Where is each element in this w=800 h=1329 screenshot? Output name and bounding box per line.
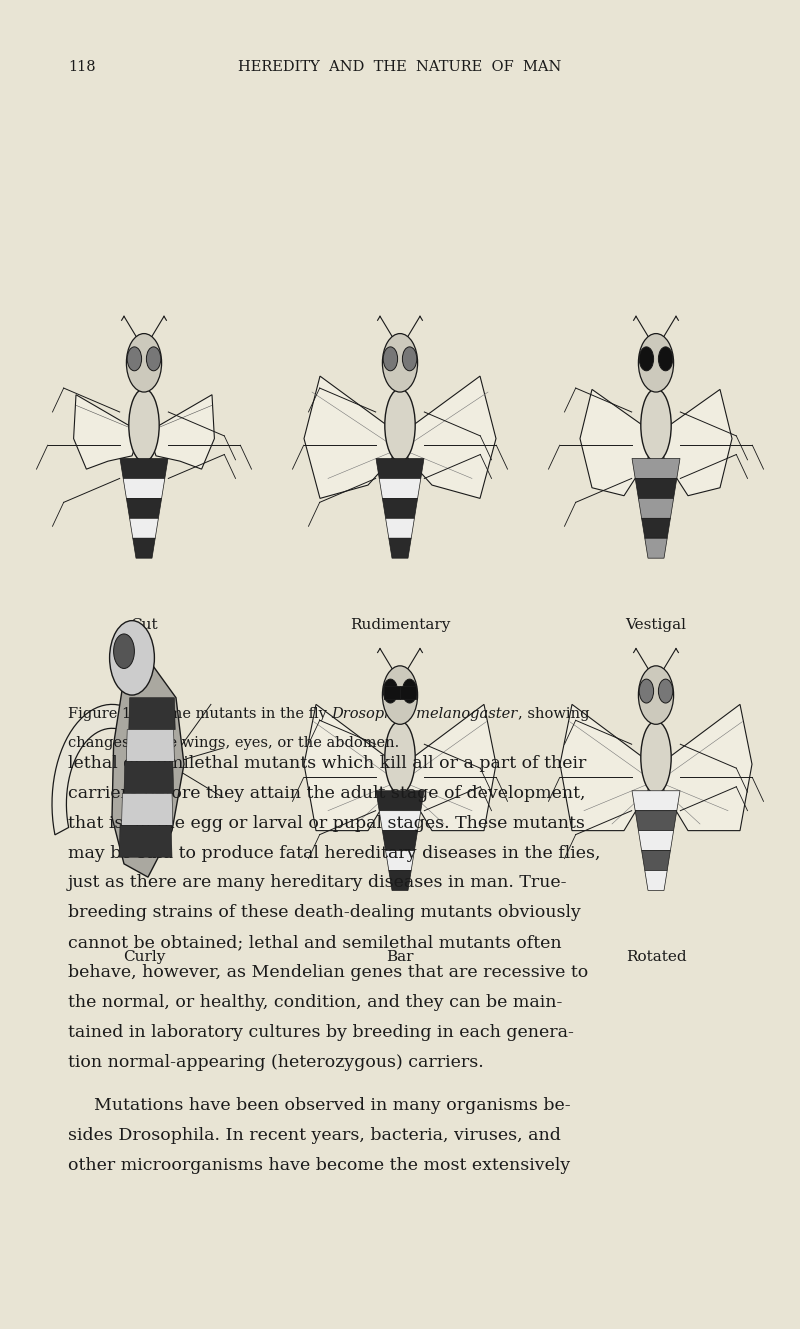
Text: Mutations have been observed in many organisms be-: Mutations have been observed in many org… xyxy=(94,1098,571,1114)
Polygon shape xyxy=(52,704,172,835)
Text: the normal, or healthy, condition, and they can be main-: the normal, or healthy, condition, and t… xyxy=(68,994,562,1011)
Polygon shape xyxy=(376,791,424,811)
Polygon shape xyxy=(580,389,652,496)
FancyBboxPatch shape xyxy=(384,686,400,699)
Polygon shape xyxy=(129,698,175,730)
Text: Rotated: Rotated xyxy=(626,950,686,965)
Text: HEREDITY  AND  THE  NATURE  OF  MAN: HEREDITY AND THE NATURE OF MAN xyxy=(238,60,562,74)
Text: lethal or semilethal mutants which kill all or a part of their: lethal or semilethal mutants which kill … xyxy=(68,755,586,772)
Text: tion normal-appearing (heterozygous) carriers.: tion normal-appearing (heterozygous) car… xyxy=(68,1054,484,1071)
Circle shape xyxy=(126,334,162,392)
Polygon shape xyxy=(660,704,752,831)
Polygon shape xyxy=(304,376,396,498)
Polygon shape xyxy=(389,870,411,890)
Text: Figure 15. Some mutants in the fly: Figure 15. Some mutants in the fly xyxy=(68,707,331,722)
Circle shape xyxy=(639,679,654,703)
Circle shape xyxy=(638,666,674,724)
Circle shape xyxy=(382,334,418,392)
Text: may be said to produce fatal hereditary diseases in the flies,: may be said to produce fatal hereditary … xyxy=(68,845,601,861)
Polygon shape xyxy=(74,395,140,469)
Ellipse shape xyxy=(129,388,159,462)
Polygon shape xyxy=(404,376,496,498)
Circle shape xyxy=(382,666,418,724)
Polygon shape xyxy=(126,730,174,762)
Polygon shape xyxy=(645,538,667,558)
Ellipse shape xyxy=(641,388,671,462)
Circle shape xyxy=(402,679,417,703)
Text: breeding strains of these death-dealing mutants obviously: breeding strains of these death-dealing … xyxy=(68,904,581,921)
Polygon shape xyxy=(642,518,670,538)
Text: cannot be obtained; lethal and semilethal mutants often: cannot be obtained; lethal and semiletha… xyxy=(68,934,562,952)
Polygon shape xyxy=(386,518,414,538)
Polygon shape xyxy=(148,395,214,469)
Polygon shape xyxy=(379,811,421,831)
Polygon shape xyxy=(632,459,680,478)
Polygon shape xyxy=(642,851,670,870)
Polygon shape xyxy=(120,459,168,478)
Polygon shape xyxy=(386,851,414,870)
Text: tained in laboratory cultures by breeding in each genera-: tained in laboratory cultures by breedin… xyxy=(68,1023,574,1041)
Circle shape xyxy=(402,347,417,371)
Text: Bar: Bar xyxy=(386,950,414,965)
Text: Rudimentary: Rudimentary xyxy=(350,618,450,633)
Polygon shape xyxy=(638,498,674,518)
Text: Cut: Cut xyxy=(130,618,158,633)
Polygon shape xyxy=(304,704,396,831)
Circle shape xyxy=(114,634,134,668)
Circle shape xyxy=(127,347,142,371)
Polygon shape xyxy=(660,389,732,496)
Text: Drosophila melanogaster: Drosophila melanogaster xyxy=(331,707,518,722)
Polygon shape xyxy=(126,498,162,518)
Polygon shape xyxy=(635,811,677,831)
Circle shape xyxy=(639,347,654,371)
Polygon shape xyxy=(404,704,496,831)
Text: other microorganisms have become the most extensively: other microorganisms have become the mos… xyxy=(68,1156,570,1174)
Circle shape xyxy=(638,334,674,392)
Text: 118: 118 xyxy=(68,60,96,74)
Circle shape xyxy=(110,621,154,695)
Circle shape xyxy=(383,679,398,703)
Polygon shape xyxy=(389,538,411,558)
Circle shape xyxy=(658,347,673,371)
Circle shape xyxy=(146,347,161,371)
Polygon shape xyxy=(632,791,680,811)
Ellipse shape xyxy=(641,720,671,795)
Polygon shape xyxy=(133,538,155,558)
Text: that is, in the egg or larval or pupal stages. These mutants: that is, in the egg or larval or pupal s… xyxy=(68,815,585,832)
Ellipse shape xyxy=(385,388,415,462)
Text: Vestigal: Vestigal xyxy=(626,618,686,633)
Polygon shape xyxy=(638,831,674,851)
Polygon shape xyxy=(560,704,652,831)
Polygon shape xyxy=(122,793,173,825)
Text: Curly: Curly xyxy=(123,950,165,965)
Polygon shape xyxy=(379,478,421,498)
FancyBboxPatch shape xyxy=(400,686,416,699)
Text: , showing: , showing xyxy=(518,707,590,722)
Polygon shape xyxy=(382,831,418,851)
Polygon shape xyxy=(645,870,667,890)
Text: changes in the wings, eyes, or the abdomen.: changes in the wings, eyes, or the abdom… xyxy=(68,736,399,751)
Text: just as there are many hereditary diseases in man. True-: just as there are many hereditary diseas… xyxy=(68,874,567,892)
Polygon shape xyxy=(382,498,418,518)
Text: carriers before they attain the adult stage of development,: carriers before they attain the adult st… xyxy=(68,784,586,801)
Polygon shape xyxy=(123,478,165,498)
Text: sides Drosophila. In recent years, bacteria, viruses, and: sides Drosophila. In recent years, bacte… xyxy=(68,1127,561,1144)
Polygon shape xyxy=(112,664,184,877)
Circle shape xyxy=(383,347,398,371)
Polygon shape xyxy=(376,459,424,478)
Circle shape xyxy=(658,679,673,703)
Polygon shape xyxy=(130,518,158,538)
Polygon shape xyxy=(119,825,172,857)
Polygon shape xyxy=(124,762,174,793)
Text: behave, however, as Mendelian genes that are recessive to: behave, however, as Mendelian genes that… xyxy=(68,965,588,981)
Ellipse shape xyxy=(385,720,415,795)
Polygon shape xyxy=(635,478,677,498)
